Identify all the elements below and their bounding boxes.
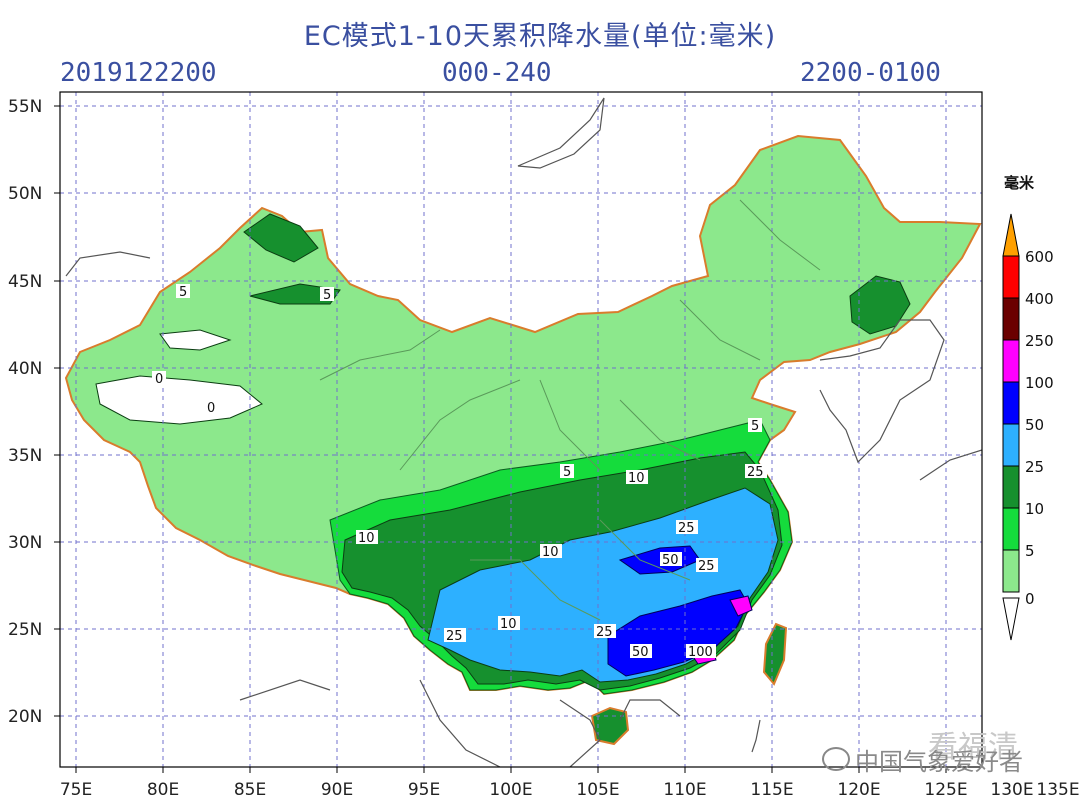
- legend-label-600: 600: [1025, 248, 1054, 266]
- legend-label-250: 250: [1025, 332, 1054, 350]
- legend-swatch-10: [1002, 507, 1020, 551]
- contour-label-25-e: 25: [698, 559, 715, 574]
- precip-ne-patch: [849, 275, 911, 335]
- lon-label-130e: 130E: [990, 780, 1033, 800]
- precip-100mm-region: [729, 595, 753, 617]
- lon-label-95e: 95E: [408, 780, 440, 800]
- legend-swatch-5: [1002, 549, 1020, 593]
- forecast-hours: 000-240: [442, 58, 552, 88]
- latitude-axis: 55N 50N 45N 40N 35N 30N 25N 20N: [8, 97, 60, 727]
- lon-label-85e: 85E: [234, 780, 266, 800]
- wechat-icon: [822, 747, 850, 771]
- contour-label-10-b: 10: [358, 531, 375, 546]
- contour-label-5-c: 5: [563, 465, 571, 480]
- lon-label-100e: 100E: [489, 780, 532, 800]
- lon-label-75e: 75E: [60, 780, 92, 800]
- legend-label-400: 400: [1025, 290, 1054, 308]
- precip-altai-patch: [243, 213, 319, 263]
- lon-label-80e: 80E: [147, 780, 179, 800]
- legend-swatch-100: [1002, 381, 1020, 425]
- init-time: 2019122200: [60, 58, 217, 88]
- province-boundaries: [319, 199, 821, 621]
- legend-label-100: 100: [1025, 374, 1054, 392]
- lon-label-135e: 135E: [1036, 780, 1079, 800]
- longitude-axis: 75E 80E 85E 90E 95E 100E 105E 110E 115E …: [60, 767, 1080, 800]
- contour-label-50: 50: [662, 553, 679, 568]
- contour-label-0: 0: [155, 372, 163, 387]
- legend-bottom-arrow: [1002, 597, 1020, 641]
- legend-swatch-25: [1002, 465, 1020, 509]
- contour-label-5-b: 5: [323, 288, 331, 303]
- legend-swatch-250: [1002, 339, 1020, 383]
- lat-label-35n: 35N: [8, 446, 42, 466]
- contour-label-25: 25: [747, 465, 764, 480]
- contour-label-5-d: 5: [751, 419, 759, 434]
- watermark-site: 看福清: [928, 730, 1018, 765]
- contour-label-100: 100: [688, 645, 713, 660]
- lon-label-90e: 90E: [321, 780, 353, 800]
- legend-label-25: 25: [1025, 458, 1044, 476]
- contour-label-10-d: 10: [500, 617, 517, 632]
- map-title: EC模式1-10天累积降水量(单位:毫米): [303, 21, 777, 52]
- lat-label-20n: 20N: [8, 707, 42, 727]
- legend-label-0: 0: [1025, 590, 1035, 608]
- legend-swatch-50: [1002, 423, 1020, 467]
- legend-unit: 毫米: [1004, 174, 1035, 192]
- lon-label-120e: 120E: [837, 780, 880, 800]
- legend-label-50: 50: [1025, 416, 1044, 434]
- contour-label-10-c: 10: [542, 545, 559, 560]
- legend-swatch-600: [1002, 255, 1020, 299]
- legend-label-10: 10: [1025, 500, 1044, 518]
- contour-label-25-b: 25: [678, 521, 695, 536]
- contour-label-10: 10: [628, 471, 645, 486]
- lat-label-30n: 30N: [8, 533, 42, 553]
- lat-label-50n: 50N: [8, 184, 42, 204]
- coastlines: [65, 97, 982, 767]
- contour-labels: 0 0 5 5 5 5 10 10 10 10 25 25 25 25 25 5…: [152, 284, 767, 660]
- legend: 毫米 600 400 250 100 50 25 10 5 0: [1002, 174, 1054, 641]
- zero-patch-2: [159, 329, 232, 351]
- contour-label-0-b: 0: [207, 401, 215, 416]
- contour-label-5: 5: [179, 285, 187, 300]
- lat-label-25n: 25N: [8, 620, 42, 640]
- lat-label-40n: 40N: [8, 359, 42, 379]
- precip-xinjiang-patch: [249, 283, 341, 305]
- lon-label-125e: 125E: [924, 780, 967, 800]
- graticule: [60, 92, 982, 767]
- contour-label-50-b: 50: [632, 645, 649, 660]
- map-border: [59, 91, 983, 768]
- legend-top-arrow: [1002, 213, 1020, 257]
- legend-swatch-400: [1002, 297, 1020, 341]
- watermark-text: 中国气象爱好者: [855, 748, 1023, 776]
- lon-label-105e: 105E: [576, 780, 619, 800]
- hainan-island: [590, 706, 630, 746]
- contour-label-25-d: 25: [596, 625, 613, 640]
- lat-label-55n: 55N: [8, 97, 42, 117]
- lon-label-115e: 115E: [750, 780, 793, 800]
- taiwan-island: [762, 622, 788, 686]
- contour-label-25-c: 25: [446, 629, 463, 644]
- lon-label-110e: 110E: [663, 780, 706, 800]
- lat-label-45n: 45N: [8, 272, 42, 292]
- legend-label-5: 5: [1025, 542, 1035, 560]
- valid-range: 2200-0100: [800, 58, 941, 88]
